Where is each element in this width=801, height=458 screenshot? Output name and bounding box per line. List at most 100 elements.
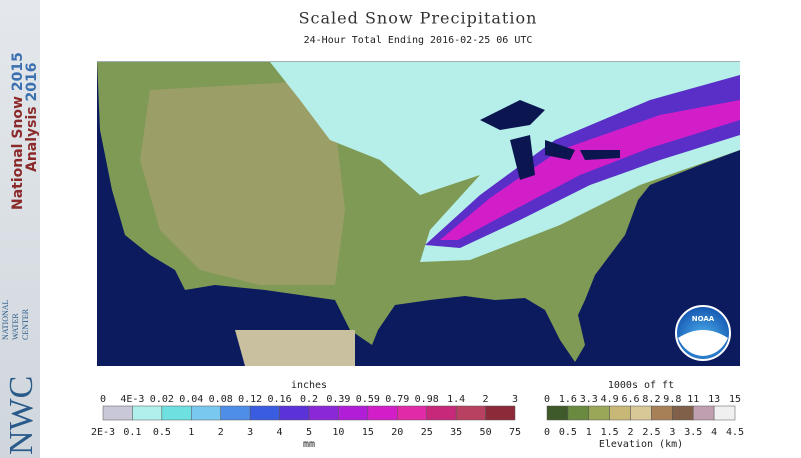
legend-swatch: [455, 405, 486, 421]
center-name-line: CENTER: [21, 308, 30, 340]
highlands: [140, 80, 345, 285]
legend-label: 15: [362, 427, 374, 438]
legend-label: 3.3: [580, 394, 598, 405]
legend-label: 0.39: [326, 394, 350, 405]
legend-label: 0: [544, 394, 550, 405]
legend-label: 2.5: [642, 427, 660, 438]
center-name-line: WATER: [11, 313, 20, 340]
legend-label: 4.9: [601, 394, 619, 405]
noaa-text: NOAA: [692, 315, 715, 323]
legend-swatch: [397, 405, 427, 421]
legend-label: 0.2: [300, 394, 318, 405]
legend-label: 4E-3: [120, 394, 144, 405]
legend-label: 0.5: [153, 427, 171, 438]
legend-swatch: [132, 405, 163, 421]
legend-swatch: [672, 405, 694, 421]
legend-label: 3: [247, 427, 253, 438]
noaa-bird: [678, 330, 728, 356]
legend-unit: Elevation (km): [599, 439, 683, 450]
center-name-line: NATIONAL: [1, 299, 10, 340]
legend-label: 6.6: [622, 394, 640, 405]
legend-swatch: [713, 405, 736, 421]
legend-label: 50: [480, 427, 492, 438]
legend-swatch: [426, 405, 457, 421]
legend-label: 1: [188, 427, 194, 438]
legend-label: 75: [509, 427, 521, 438]
legend-unit: 1000s of ft: [608, 380, 674, 391]
legend-label: 0.1: [123, 427, 141, 438]
legend-unit: inches: [291, 380, 327, 391]
legend-label: 1.6: [559, 394, 577, 405]
legend-swatch: [485, 405, 516, 421]
legend-swatch: [692, 405, 715, 421]
legend-label: 0.16: [268, 394, 292, 405]
legend-label: 2: [218, 427, 224, 438]
legend-label: 25: [421, 427, 433, 438]
legend-label: 1: [586, 427, 592, 438]
legend-swatch: [161, 405, 192, 421]
legend-swatch: [249, 405, 280, 421]
sidebar-text: National Snow: [10, 96, 26, 210]
legend-swatch: [220, 405, 251, 421]
legend-label: 0.59: [356, 394, 380, 405]
subtitle: 24-Hour Total Ending 2016-02-25 06 UTC: [304, 35, 533, 46]
legend-label: 20: [391, 427, 403, 438]
legend-swatch: [651, 405, 673, 421]
sidebar-title: Analysis 2016: [24, 63, 40, 172]
legend-swatch: [609, 405, 631, 421]
legend-label: 0.08: [209, 394, 233, 405]
great-lakes: [480, 100, 620, 180]
legend-label: 5: [306, 427, 312, 438]
legend-label: 1.4: [447, 394, 465, 405]
sidebar-text: Analysis: [24, 106, 40, 172]
legend-swatch: [338, 405, 369, 421]
legend-swatch: [630, 405, 652, 421]
legend-label: 2: [628, 427, 634, 438]
legend-label: 9.8: [663, 394, 681, 405]
legend-swatch: [567, 405, 590, 421]
sidebar: [0, 0, 40, 458]
legend-label: 11: [687, 394, 699, 405]
legend-label: 10: [332, 427, 344, 438]
center-name: NATIONAL WATER CENTER: [1, 299, 30, 340]
legend-swatch: [546, 405, 569, 421]
legend-label: 3.5: [684, 427, 702, 438]
legend-label: 3: [512, 394, 518, 405]
mexico: [235, 330, 355, 366]
legend-label: 0.02: [150, 394, 174, 405]
legend-label: 8.2: [642, 394, 660, 405]
sidebar-year: 2016: [24, 63, 40, 102]
legend-swatch: [588, 405, 610, 421]
legend-label: 0.98: [415, 394, 439, 405]
legend-label: 0.04: [179, 394, 203, 405]
legend-label: 13: [708, 394, 720, 405]
sidebar-title: National Snow 2015: [10, 52, 26, 210]
legend-label: 3: [669, 427, 675, 438]
legend-label: 0: [100, 394, 106, 405]
legend-swatch: [102, 405, 133, 421]
nwc-logo: NWC: [3, 376, 40, 455]
legend-label: 2E-3: [91, 427, 115, 438]
legend-label: 4: [711, 427, 717, 438]
legend-label: 1.5: [601, 427, 619, 438]
legend-swatch: [308, 405, 339, 421]
title: Scaled Snow Precipitation: [299, 9, 538, 28]
legend-label: 15: [729, 394, 741, 405]
legend-label: 35: [450, 427, 462, 438]
sidebar-year: 2015: [10, 52, 26, 91]
legend-label: 4.5: [726, 427, 744, 438]
map: NOAA: [97, 61, 740, 366]
snow-heavy: [440, 100, 740, 240]
legend-label: 0.12: [238, 394, 262, 405]
legend-label: 0.5: [559, 427, 577, 438]
legend-label: 0.79: [385, 394, 409, 405]
legend-swatch: [367, 405, 398, 421]
legend-label: 0: [544, 427, 550, 438]
legend-swatch: [191, 405, 221, 421]
legend-label: 4: [277, 427, 283, 438]
legend-label: 2: [483, 394, 489, 405]
sidebar-title-1: National Snow 2015: [10, 52, 26, 210]
sidebar-title-2: Analysis 2016: [24, 63, 40, 172]
